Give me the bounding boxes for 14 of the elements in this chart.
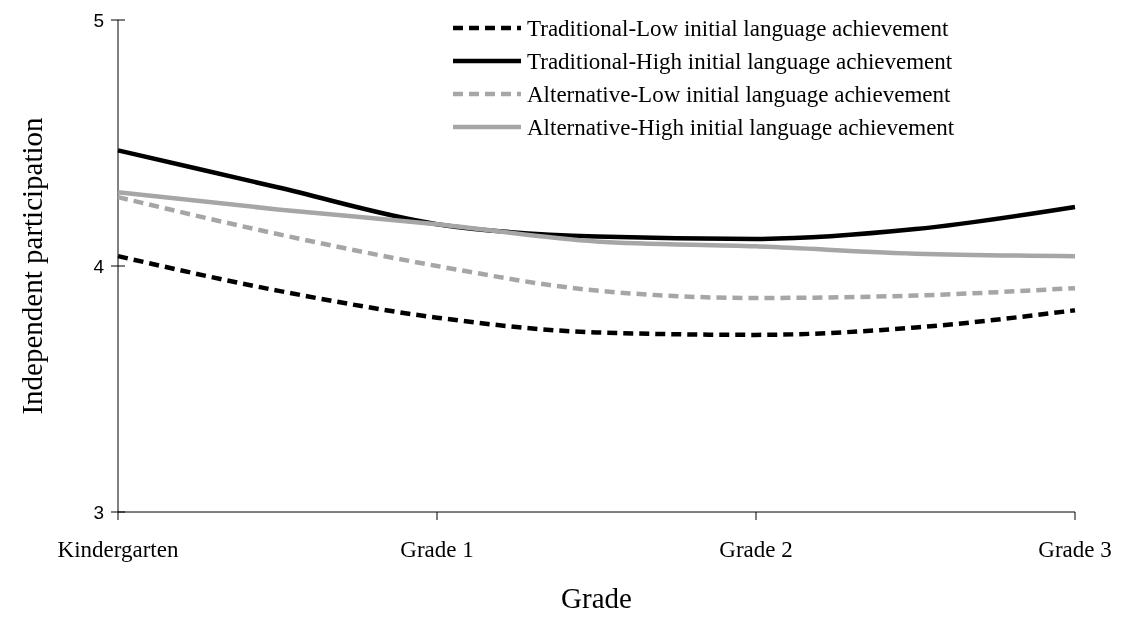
line-series [115,194,1078,301]
y-tick-label: 3 [93,501,104,523]
y-tick-label: 4 [93,255,105,277]
x-axis-title: Grade [561,582,632,614]
legend-label: Alternative-High initial language achievement [527,115,955,141]
legend-label: Traditional-Low initial language achievement [527,16,949,42]
legend-label: Alternative-Low initial language achievement [527,82,952,108]
x-tick-label: Grade 3 [1038,537,1112,562]
x-tick-label: Kindergarten [57,537,179,562]
y-axis-title: Independent participation [16,116,48,415]
y-tick-label: 5 [93,9,104,31]
x-tick-label: Grade 2 [719,537,793,562]
legend-label: Traditional-High initial language achievement [527,49,953,75]
x-tick-label: Grade 1 [400,537,474,562]
